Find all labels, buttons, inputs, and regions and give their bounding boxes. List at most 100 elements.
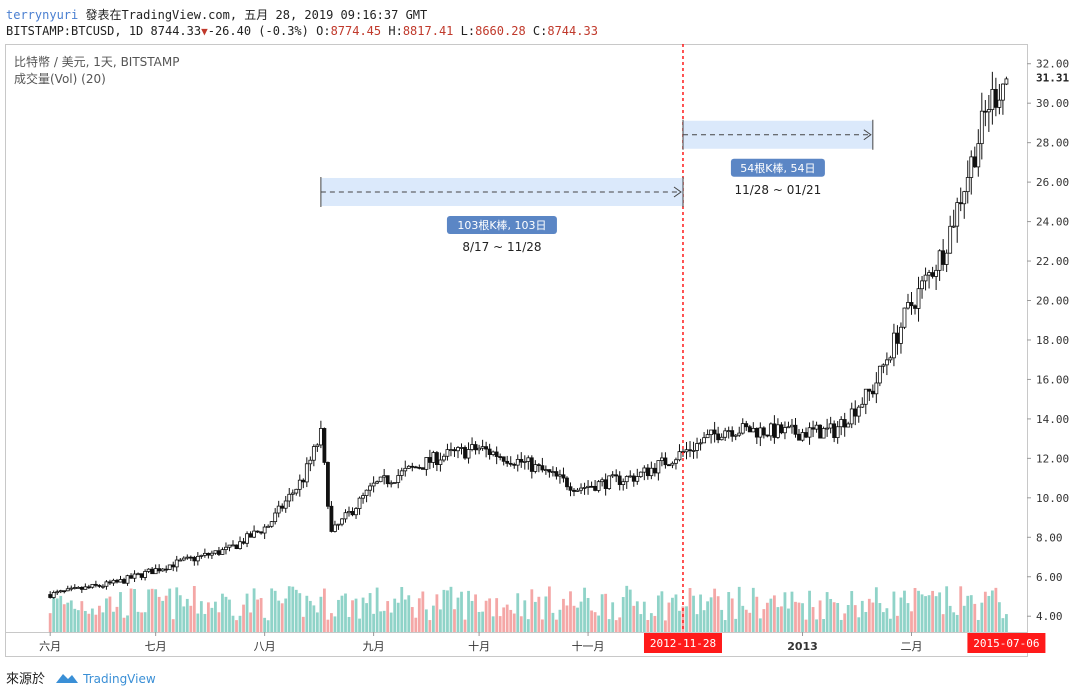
volume-bar (365, 603, 368, 632)
volume-bar (544, 596, 548, 632)
volume-bar (523, 600, 527, 632)
volume-bar (294, 589, 298, 632)
volume-bar (734, 618, 738, 632)
date-range-annotation[interactable]: 103根K棒, 103日 8/17 ~ 11/28 (320, 176, 684, 254)
candle (48, 591, 53, 599)
author-link[interactable]: terrynyuri (6, 8, 79, 22)
price-change: -26.40 (-0.3%) (207, 24, 309, 38)
candle (807, 422, 812, 445)
volume-bar (565, 605, 569, 632)
volume-bar (804, 619, 808, 632)
volume-bar (133, 588, 136, 632)
x-tick-label: 八月 (254, 640, 276, 653)
publish-info: 發表在TradingView.com, 五月 28, 2019 09:16:37… (85, 8, 428, 22)
volume-bar (308, 600, 312, 632)
volume-bar (776, 607, 780, 632)
volume-bar (646, 619, 650, 632)
candle (913, 304, 917, 315)
volume-bar (256, 599, 260, 632)
candle (515, 454, 520, 472)
volume-bar (55, 598, 59, 632)
volume-bar (709, 597, 713, 632)
volume-bar (1001, 618, 1005, 632)
volume-bar (642, 601, 646, 632)
volume-bar (431, 605, 435, 632)
candle (473, 441, 478, 455)
candle (178, 558, 183, 562)
volume-bar (214, 601, 217, 632)
price-axis[interactable]: 32.00 30.00 28.00 26.00 24.00 22.00 20.00 18.00… (1027, 58, 1069, 623)
volume-bar (706, 601, 709, 632)
brand-link[interactable]: TradingView (83, 672, 156, 686)
volume-bar (913, 587, 917, 632)
volume-bar (1005, 614, 1008, 632)
candle (674, 457, 678, 470)
candle (487, 443, 492, 460)
candle (783, 421, 787, 440)
candle (863, 388, 868, 415)
volume-bar (671, 597, 674, 632)
volume-bar (235, 620, 238, 632)
volume-bar (751, 587, 755, 632)
candle (856, 404, 861, 423)
date-range-annotation[interactable]: 54根K棒, 54日 11/28 ~ 01/21 (682, 119, 874, 197)
volume-bar (730, 598, 734, 632)
candle (417, 464, 422, 470)
candle (51, 590, 56, 599)
x-tick-label: 九月 (363, 640, 385, 653)
candle (329, 501, 334, 533)
candle (565, 476, 569, 491)
candle (86, 584, 91, 589)
volume-bar (221, 593, 224, 632)
volume-bar (157, 596, 161, 632)
candle (97, 584, 102, 588)
candle (610, 471, 615, 479)
volume-bar (206, 602, 210, 632)
volume-bar (987, 595, 991, 632)
candle (867, 388, 872, 401)
candle (157, 564, 162, 574)
candle (227, 544, 232, 552)
candle (343, 509, 348, 523)
volume-bar (115, 606, 119, 632)
volume-bar (396, 602, 400, 632)
volume-bar (424, 609, 428, 632)
volume-bar (474, 594, 477, 632)
candle (326, 461, 330, 510)
candle (93, 580, 98, 588)
volume-bar (713, 588, 717, 632)
candle (628, 470, 633, 478)
candle (888, 355, 893, 363)
volume-bar (481, 611, 485, 632)
volume-bar (702, 610, 706, 632)
candle (477, 444, 481, 455)
candle (171, 561, 176, 572)
candle (730, 426, 735, 442)
volume-bar (614, 620, 618, 632)
candle (104, 580, 109, 590)
volume-bar (927, 595, 931, 632)
candle (733, 434, 738, 441)
volume-bar (931, 590, 934, 632)
volume-bar (101, 612, 105, 632)
candle (522, 455, 527, 470)
candle (614, 469, 619, 483)
volume-bar (618, 617, 622, 632)
candle (217, 546, 221, 556)
volume-bar (344, 593, 347, 632)
volume-bar (375, 587, 379, 632)
candle (677, 444, 682, 462)
ohlc-line: BITSTAMP:BTCUSD, 1D 8744.33▼-26.40 (-0.3… (6, 24, 598, 38)
volume-bar (108, 596, 112, 632)
candle (484, 441, 489, 458)
volume-bar (477, 611, 481, 632)
volume-bar (439, 609, 442, 632)
candle (712, 421, 717, 443)
volume-bar (765, 602, 769, 632)
time-axis[interactable]: 六月 七月 八月 九月 十月 十一月 2012-11-28 2013 二月 2015-07-06 (39, 632, 1046, 653)
y-tick-label: 10.00 (1036, 492, 1069, 505)
candle (758, 422, 763, 447)
range-arrow-head (863, 129, 872, 141)
candle (811, 420, 815, 438)
